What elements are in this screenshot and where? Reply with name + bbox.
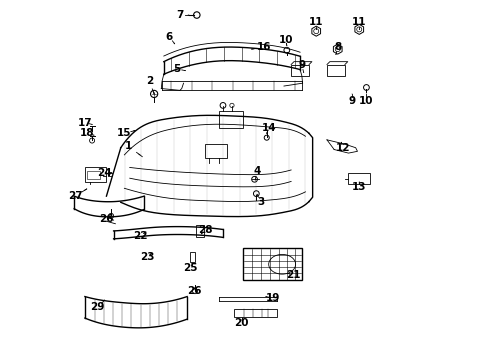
Text: 9: 9 (298, 60, 305, 70)
Text: 18: 18 (79, 129, 94, 138)
Text: 15: 15 (117, 129, 131, 138)
Text: 22: 22 (133, 231, 147, 240)
Text: 20: 20 (233, 319, 247, 328)
Text: 2: 2 (145, 76, 153, 86)
Text: 16: 16 (257, 42, 271, 52)
Text: 14: 14 (261, 123, 276, 133)
Text: 9: 9 (348, 96, 355, 106)
Text: 7: 7 (176, 10, 183, 20)
Text: 6: 6 (165, 32, 172, 41)
Text: 11: 11 (351, 17, 366, 27)
Text: 24: 24 (97, 168, 112, 178)
Text: 21: 21 (285, 270, 300, 280)
Text: 11: 11 (308, 17, 323, 27)
Text: 12: 12 (335, 143, 349, 153)
Text: 28: 28 (198, 225, 212, 235)
Text: 8: 8 (333, 42, 341, 52)
Text: 4: 4 (253, 166, 260, 176)
Text: 27: 27 (68, 191, 82, 201)
Text: 17: 17 (78, 118, 92, 128)
Text: 10: 10 (359, 96, 373, 106)
Text: 26: 26 (187, 286, 201, 296)
Text: 25: 25 (183, 263, 198, 273)
Text: 29: 29 (90, 302, 104, 312)
Text: 23: 23 (140, 252, 155, 262)
Text: 1: 1 (124, 141, 131, 151)
Text: 10: 10 (278, 35, 292, 45)
Text: 13: 13 (351, 182, 366, 192)
Text: 19: 19 (265, 293, 280, 303)
Text: 5: 5 (172, 64, 180, 74)
Text: 3: 3 (257, 197, 264, 207)
Text: 26: 26 (99, 215, 113, 224)
